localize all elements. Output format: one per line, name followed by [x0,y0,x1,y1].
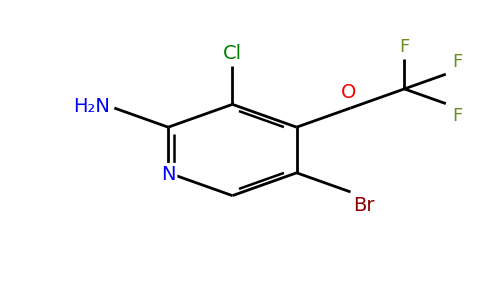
Text: Cl: Cl [223,44,242,62]
Text: H₂N: H₂N [73,97,109,116]
Text: N: N [161,165,176,184]
Text: Br: Br [353,196,375,215]
Text: F: F [452,106,462,124]
Text: F: F [399,38,409,56]
Text: F: F [452,53,462,71]
Text: O: O [340,83,356,102]
